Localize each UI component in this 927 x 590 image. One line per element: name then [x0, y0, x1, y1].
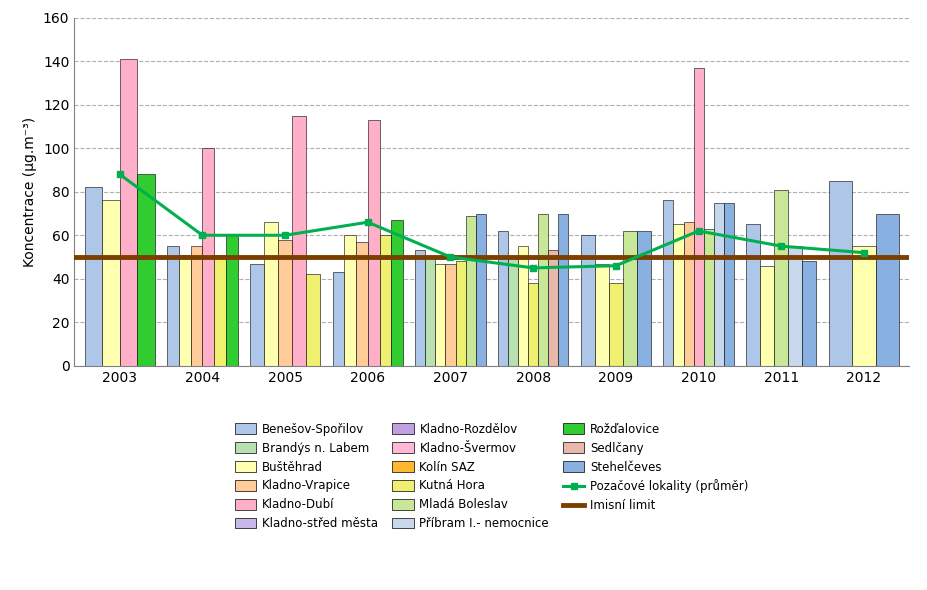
- Bar: [278, 240, 292, 366]
- Bar: [415, 251, 425, 366]
- Bar: [548, 251, 558, 366]
- Bar: [787, 246, 802, 366]
- Bar: [367, 120, 379, 366]
- Bar: [745, 224, 759, 366]
- Bar: [391, 220, 402, 366]
- Bar: [498, 231, 508, 366]
- Bar: [802, 261, 816, 366]
- Bar: [465, 216, 475, 366]
- Bar: [673, 224, 683, 366]
- Bar: [190, 246, 202, 366]
- Bar: [608, 283, 622, 366]
- Bar: [137, 175, 155, 366]
- Bar: [179, 255, 190, 366]
- Bar: [425, 257, 435, 366]
- Bar: [214, 255, 225, 366]
- Bar: [828, 181, 851, 366]
- Bar: [102, 201, 120, 366]
- Bar: [594, 264, 608, 366]
- Bar: [306, 274, 320, 366]
- Bar: [558, 214, 567, 366]
- Bar: [202, 148, 214, 366]
- Bar: [622, 231, 636, 366]
- Bar: [445, 264, 455, 366]
- Bar: [508, 257, 517, 366]
- Bar: [249, 264, 264, 366]
- Bar: [344, 235, 356, 366]
- Bar: [167, 246, 179, 366]
- Bar: [759, 266, 773, 366]
- Bar: [356, 242, 367, 366]
- Bar: [773, 189, 787, 366]
- Bar: [538, 214, 548, 366]
- Bar: [527, 283, 538, 366]
- Bar: [636, 231, 651, 366]
- Bar: [475, 214, 485, 366]
- Bar: [435, 264, 445, 366]
- Bar: [120, 59, 137, 366]
- Legend: Benešov-Spořilov, Brandýs n. Labem, Buštěhrad, Kladno-Vrapice, Kladno-Dubí, Klad: Benešov-Spořilov, Brandýs n. Labem, Bušt…: [230, 418, 753, 535]
- Bar: [713, 202, 723, 366]
- Bar: [84, 188, 102, 366]
- Bar: [379, 235, 391, 366]
- Bar: [723, 202, 733, 366]
- Bar: [332, 272, 344, 366]
- Bar: [851, 246, 875, 366]
- Bar: [875, 214, 898, 366]
- Bar: [663, 201, 673, 366]
- Bar: [264, 222, 278, 366]
- Bar: [683, 222, 692, 366]
- Bar: [703, 229, 713, 366]
- Bar: [692, 68, 703, 366]
- Bar: [517, 246, 527, 366]
- Bar: [292, 116, 306, 366]
- Y-axis label: Koncentrace (µg.m⁻³): Koncentrace (µg.m⁻³): [23, 117, 37, 267]
- Bar: [225, 235, 237, 366]
- Bar: [580, 235, 594, 366]
- Bar: [455, 261, 465, 366]
